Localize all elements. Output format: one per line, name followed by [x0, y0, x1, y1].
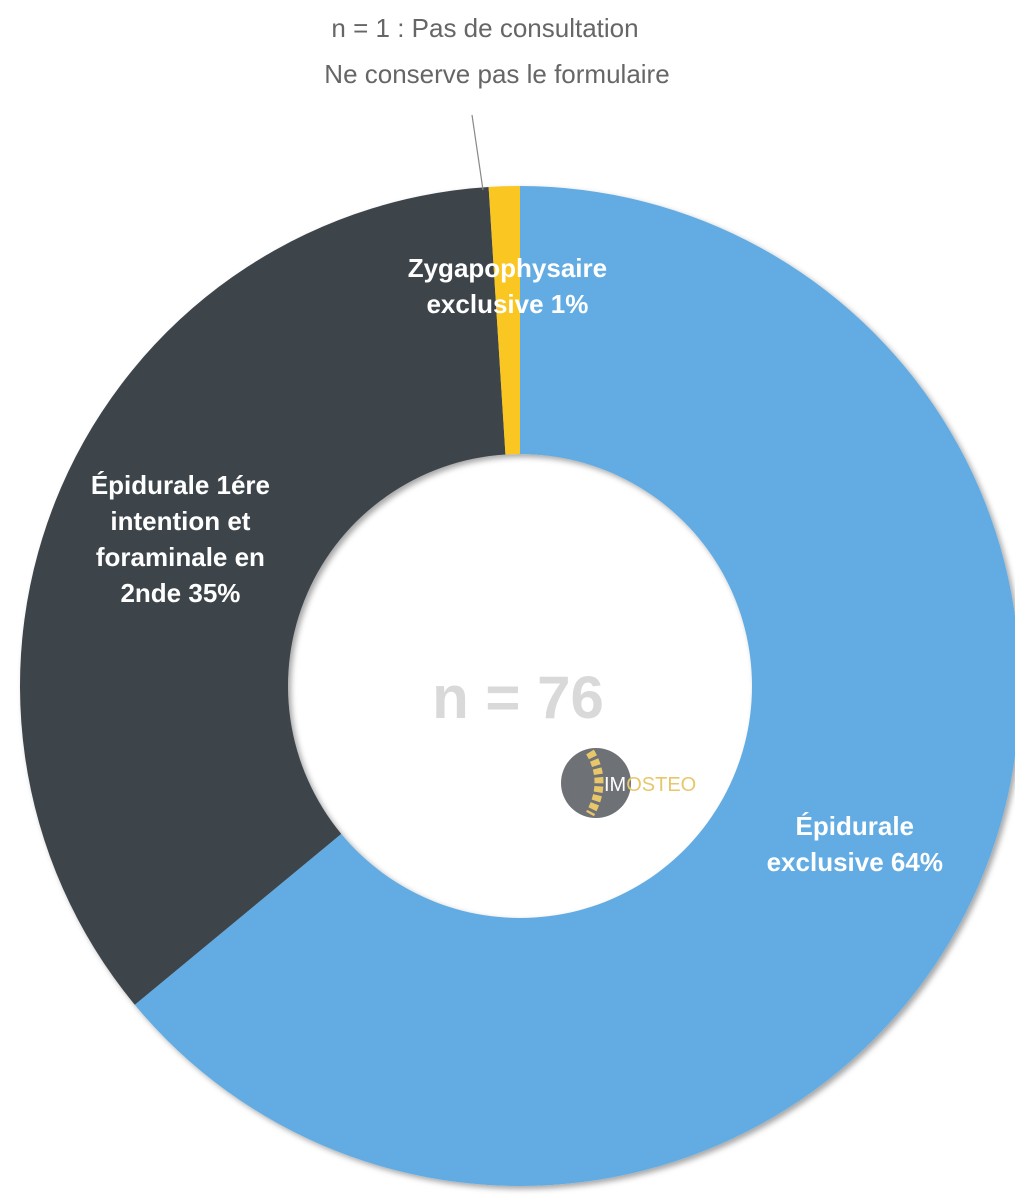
slice — [488, 186, 520, 455]
center-label: n = 76 — [432, 664, 604, 731]
slice-label: Épidurale exclusive 64% — [737, 808, 972, 880]
annotation: Ne conserve pas le formulaire — [324, 59, 669, 89]
logo: IMOSTEO — [561, 748, 696, 818]
slice-label: Épidurale 1ére intention et foraminale e… — [63, 467, 298, 611]
logo-im: IM — [604, 774, 626, 796]
slice-label: Zygapophysaire exclusive 1% — [390, 250, 625, 322]
annotation: n = 1 : Pas de consultation — [331, 13, 638, 43]
logo-text: IMOSTEO — [604, 774, 696, 796]
category-name: Zygapophysaire exclusive — [407, 253, 608, 320]
ring — [19, 186, 1015, 1186]
category-name: Épidurale 1ére intention et foraminale e… — [90, 470, 271, 609]
slice — [134, 186, 1015, 1186]
value-label: 1% — [550, 289, 589, 320]
category-name: Épidurale exclusive — [766, 810, 915, 877]
leader-line — [471, 114, 484, 191]
value-label: 64% — [890, 846, 943, 877]
logo-osteo: OSTEO — [626, 774, 696, 796]
slice — [19, 186, 506, 1005]
logo-spine — [586, 749, 604, 817]
value-label: 35% — [188, 578, 241, 609]
